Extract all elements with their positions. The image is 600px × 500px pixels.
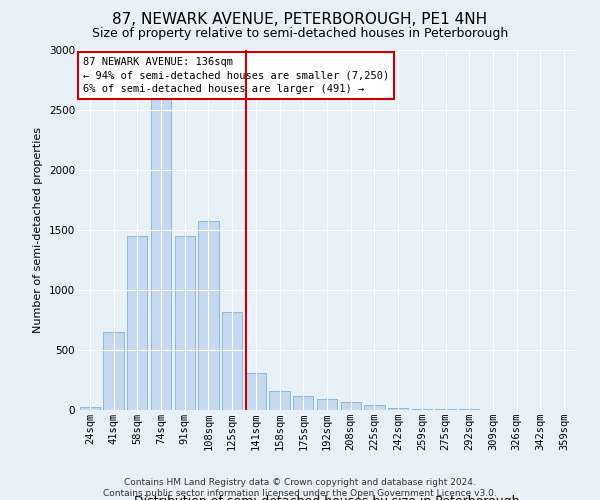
- Text: Size of property relative to semi-detached houses in Peterborough: Size of property relative to semi-detach…: [92, 28, 508, 40]
- Bar: [222, 312, 242, 410]
- Text: 87 NEWARK AVENUE: 136sqm
← 94% of semi-detached houses are smaller (7,250)
6% of: 87 NEWARK AVENUE: 136sqm ← 94% of semi-d…: [83, 57, 389, 94]
- Bar: [103, 332, 124, 410]
- Bar: [317, 398, 337, 410]
- Bar: [80, 407, 100, 410]
- Bar: [127, 236, 148, 410]
- Bar: [364, 405, 385, 410]
- Bar: [269, 392, 290, 410]
- Text: 87, NEWARK AVENUE, PETERBOROUGH, PE1 4NH: 87, NEWARK AVENUE, PETERBOROUGH, PE1 4NH: [112, 12, 488, 28]
- Bar: [436, 409, 455, 410]
- Y-axis label: Number of semi-detached properties: Number of semi-detached properties: [34, 127, 43, 333]
- Bar: [388, 408, 408, 410]
- Bar: [341, 402, 361, 410]
- X-axis label: Distribution of semi-detached houses by size in Peterborough: Distribution of semi-detached houses by …: [134, 494, 520, 500]
- Bar: [175, 236, 195, 410]
- Bar: [199, 221, 218, 410]
- Bar: [151, 98, 171, 410]
- Bar: [293, 396, 313, 410]
- Bar: [246, 374, 266, 410]
- Text: Contains HM Land Registry data © Crown copyright and database right 2024.
Contai: Contains HM Land Registry data © Crown c…: [103, 478, 497, 498]
- Bar: [412, 409, 432, 410]
